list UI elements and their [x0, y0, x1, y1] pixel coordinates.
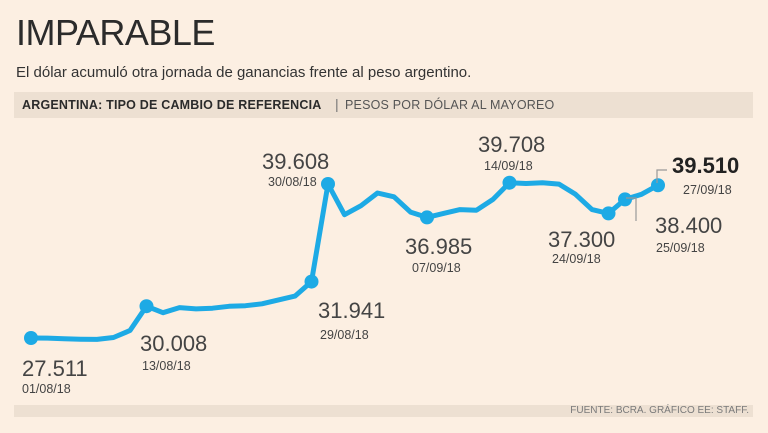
- leader-line: [656, 169, 667, 183]
- point-marker: [24, 331, 38, 345]
- date-label: 07/09/18: [412, 261, 461, 275]
- data-label: 36.985: [405, 234, 472, 259]
- point-marker: [651, 178, 665, 193]
- point-marker: [502, 175, 517, 190]
- date-label: 29/08/18: [320, 328, 369, 342]
- point-marker: [601, 206, 616, 221]
- data-label: 39.608: [262, 149, 329, 174]
- leader-line: [626, 197, 637, 221]
- data-label: 38.400: [655, 213, 722, 238]
- data-label: 39.708: [478, 132, 545, 157]
- page-subtitle: El dólar acumuló otra jornada de gananci…: [16, 64, 472, 81]
- point-marker: [618, 192, 632, 207]
- point-marker: [304, 274, 319, 289]
- data-label: 31.941: [318, 298, 385, 323]
- date-label: 25/09/18: [656, 241, 705, 255]
- date-label: 30/08/18: [268, 175, 317, 189]
- footer-band: FUENTE: BCRA. GRÁFICO EE: STAFF.: [14, 405, 753, 417]
- data-label: 30.008: [140, 331, 207, 356]
- date-label: 13/08/18: [142, 359, 191, 373]
- data-label: 37.300: [548, 227, 615, 252]
- source-credit: FUENTE: BCRA. GRÁFICO EE: STAFF.: [570, 405, 749, 416]
- data-label: 27.511: [22, 356, 88, 381]
- chart-title: ARGENTINA: TIPO DE CAMBIO DE REFERENCIA: [22, 98, 322, 112]
- page-title: IMPARABLE: [16, 12, 215, 53]
- band-separator: |: [335, 96, 339, 112]
- point-marker: [321, 177, 335, 191]
- date-label: 14/09/18: [484, 159, 533, 173]
- date-label: 27/09/18: [683, 183, 732, 197]
- chart-units: PESOS POR DÓLAR AL MAYOREO: [345, 98, 555, 112]
- date-label: 01/08/18: [22, 382, 71, 396]
- data-label: 39.510: [672, 153, 739, 178]
- chart-header-band: ARGENTINA: TIPO DE CAMBIO DE REFERENCIA …: [14, 92, 753, 118]
- series-line: [28, 180, 661, 342]
- point-marker: [139, 299, 154, 314]
- point-marker: [420, 210, 434, 225]
- date-label: 24/09/18: [552, 252, 601, 266]
